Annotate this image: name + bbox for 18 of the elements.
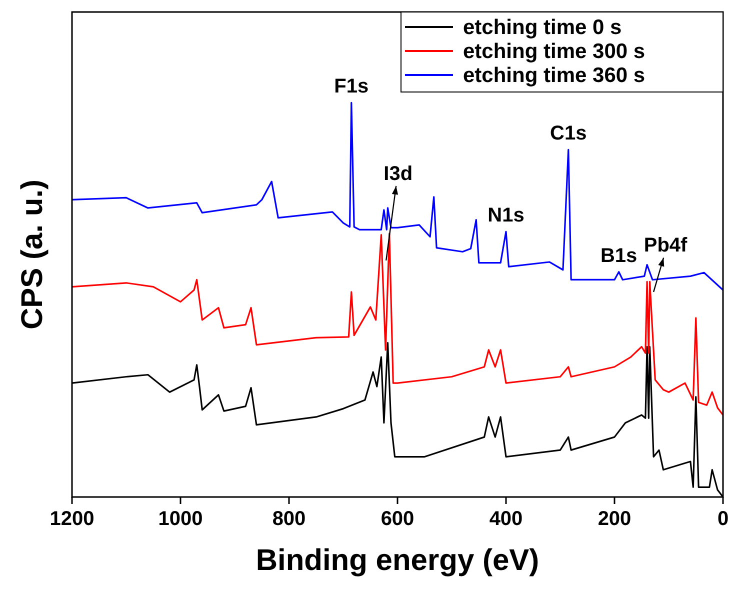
annotation: N1s <box>488 204 524 227</box>
y-axis-title: CPS (a. u.) <box>16 179 49 330</box>
legend-label: etching time 360 s <box>463 64 646 87</box>
x-tick-label: 400 <box>489 508 523 530</box>
annotation: C1s <box>550 122 587 145</box>
x-axis-title: Binding energy (eV) <box>256 544 540 577</box>
x-tick-label: 1000 <box>158 508 203 530</box>
x-tick-label: 800 <box>272 508 306 530</box>
annotation: I3d <box>384 162 413 185</box>
annotation: B1s <box>600 244 638 267</box>
x-tick-label: 200 <box>598 508 632 530</box>
legend-label: etching time 300 s <box>463 40 646 63</box>
x-tick-label: 0 <box>717 508 729 530</box>
annotation: F1s <box>334 76 369 98</box>
annotation: Pb4f <box>644 234 688 257</box>
x-tick-label: 1200 <box>50 508 94 530</box>
legend-label: etching time 0 s <box>463 16 622 39</box>
x-tick-label: 600 <box>380 508 414 530</box>
